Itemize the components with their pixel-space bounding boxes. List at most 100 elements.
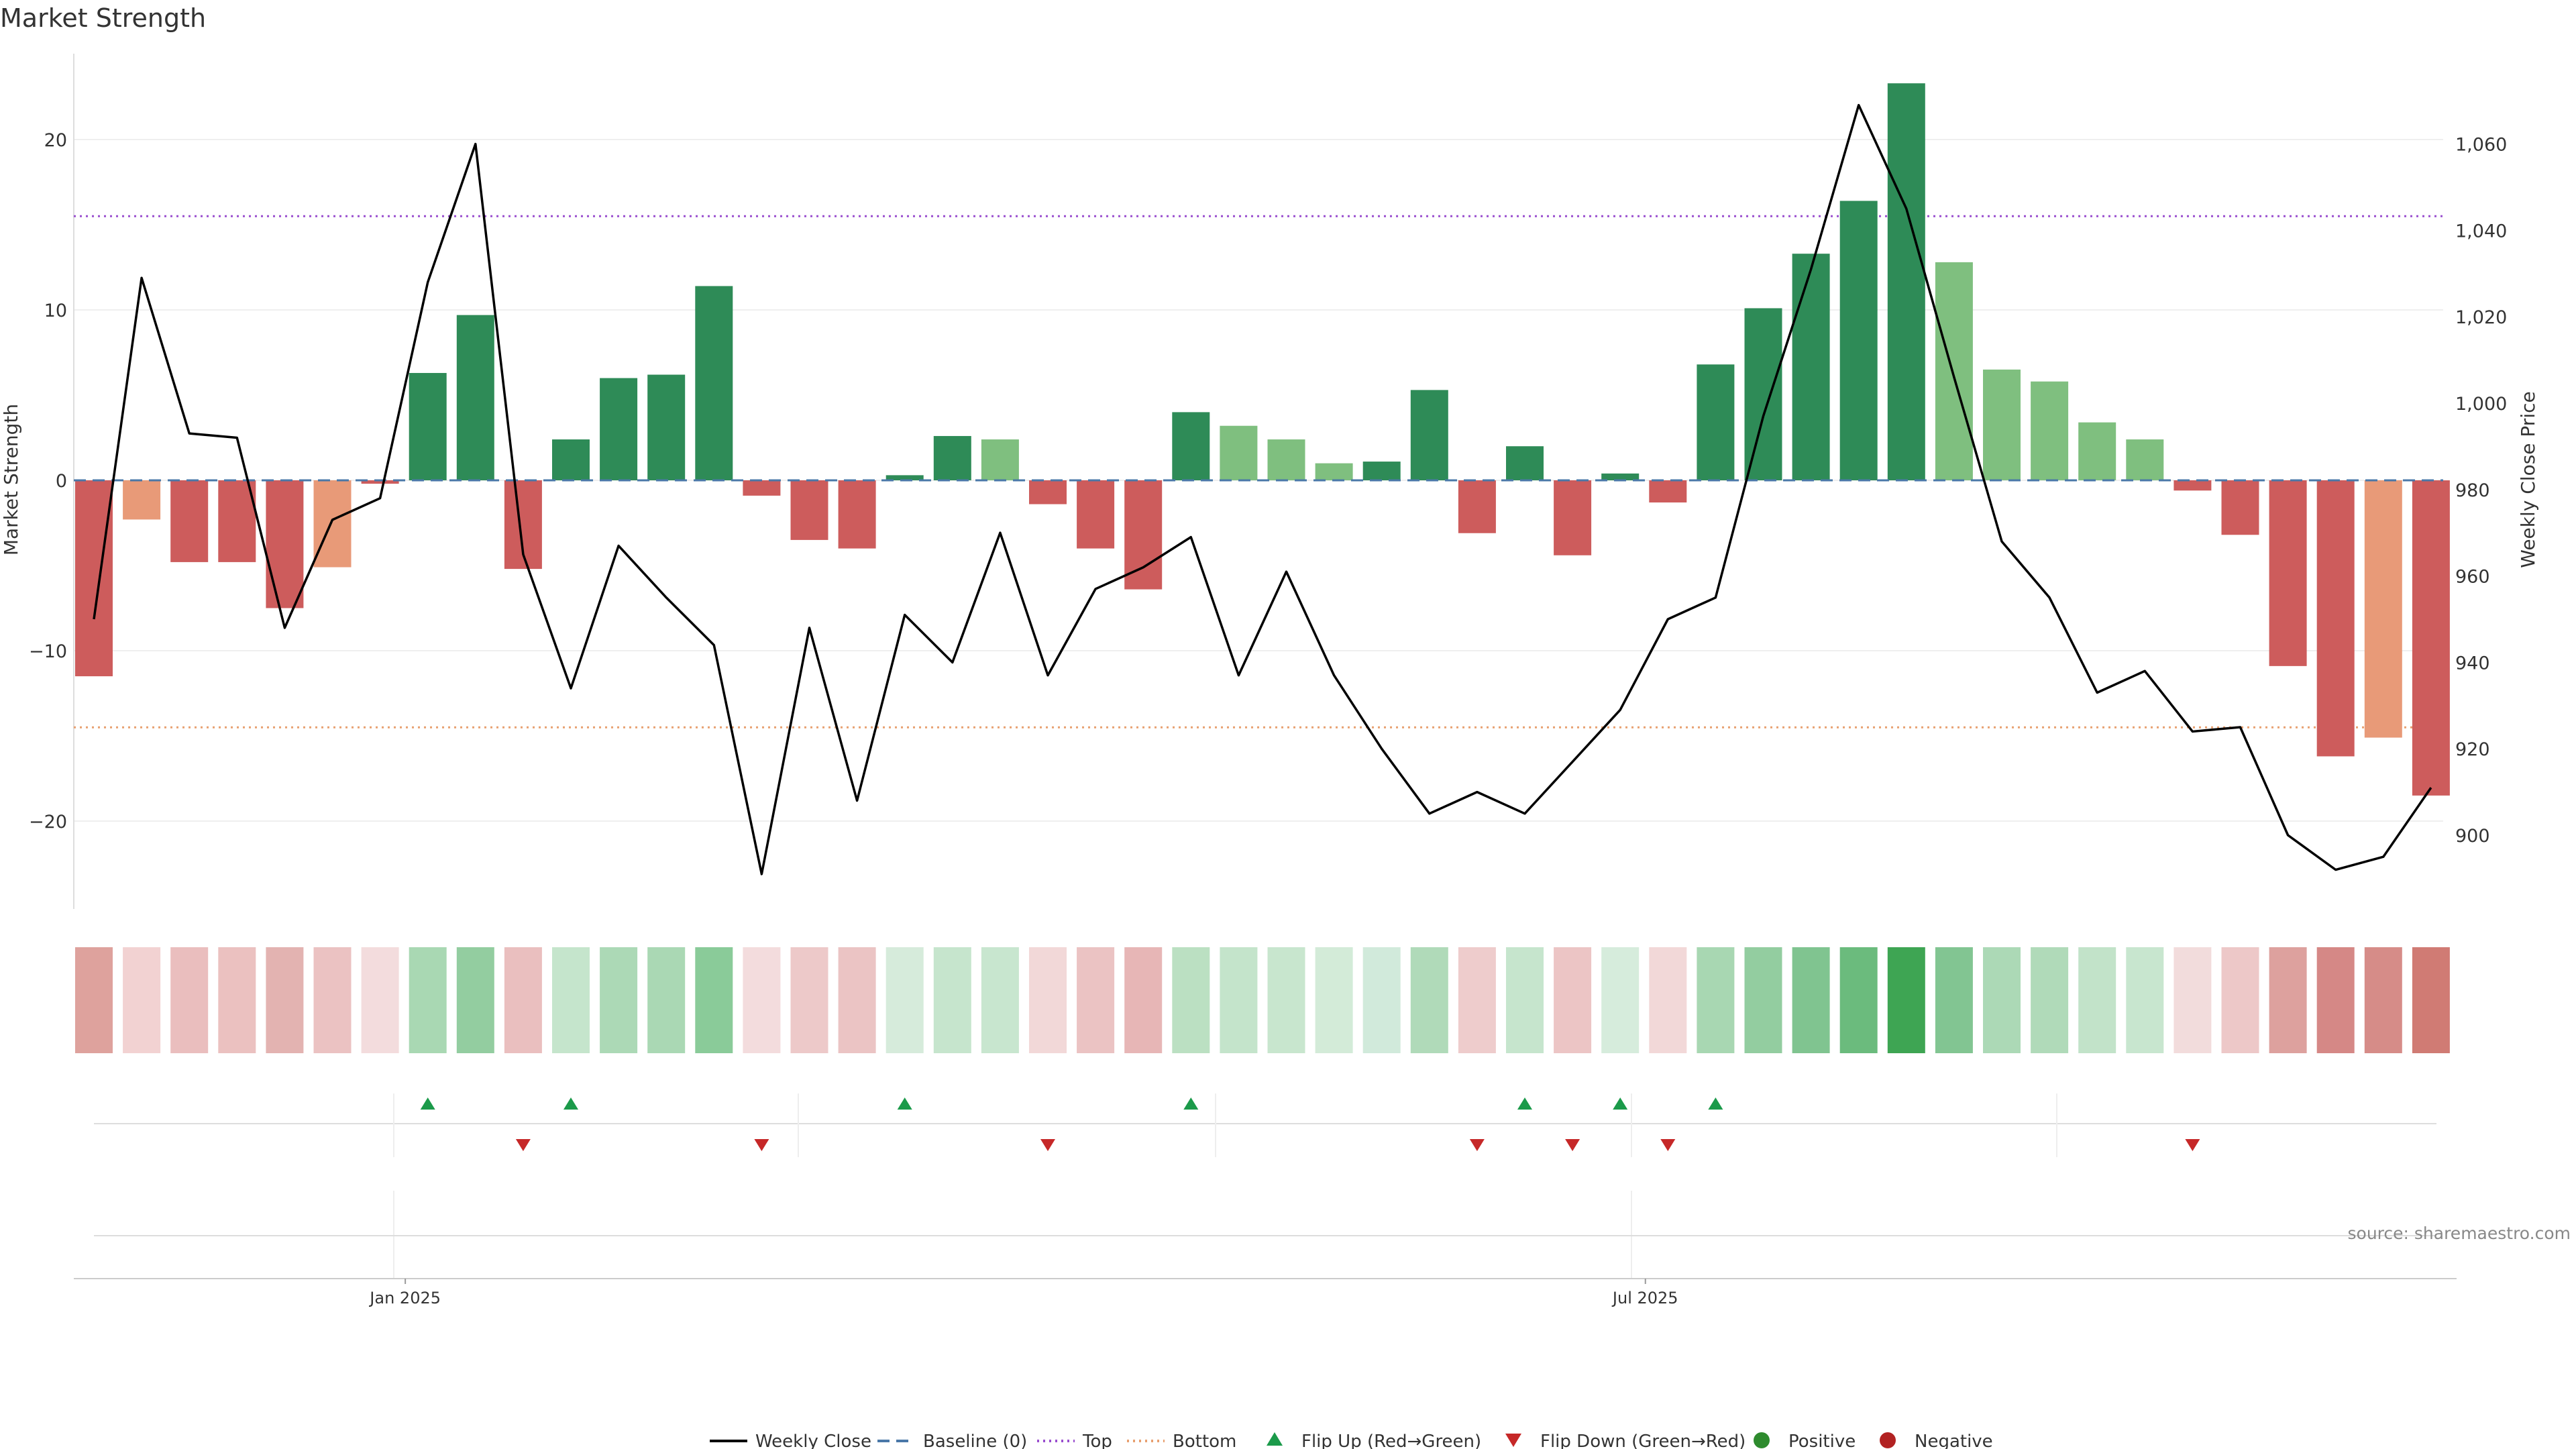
x-tick-label: Jan 2025 — [368, 1289, 441, 1307]
strength-bar — [1983, 369, 2021, 480]
heat-cell — [2269, 947, 2307, 1053]
strength-bar — [790, 480, 828, 540]
heat-cell — [1220, 947, 1258, 1053]
heat-cell — [1315, 947, 1353, 1053]
heat-cell — [1458, 947, 1496, 1053]
legend-item: Bottom — [1127, 1432, 1236, 1449]
heat-cell — [790, 947, 828, 1053]
heat-cell — [1506, 947, 1544, 1053]
legend-label: Flip Down (Green→Red) — [1540, 1432, 1746, 1449]
strength-bar — [1458, 480, 1496, 533]
y-right-tick-label: 940 — [2455, 653, 2490, 674]
strength-bar — [933, 435, 971, 480]
strength-bar — [695, 286, 733, 480]
strength-bar — [1267, 439, 1305, 480]
legend-label: Positive — [1788, 1432, 1856, 1449]
y-tick-label: 0 — [56, 471, 67, 492]
strength-bar — [647, 374, 686, 480]
flip-down-marker — [1565, 1139, 1580, 1151]
strength-bar — [2269, 480, 2307, 666]
left-axis-ticks: 20 10 0 −10 −20 — [29, 130, 67, 833]
y-right-tick-label: 960 — [2455, 567, 2490, 588]
heat-cell — [2174, 947, 2212, 1053]
strength-bar — [600, 378, 638, 480]
strength-bar — [1029, 480, 1067, 504]
heat-cell — [361, 947, 399, 1053]
flip-up-marker — [564, 1097, 578, 1110]
y-tick-label: −10 — [29, 641, 67, 662]
source-note: source: sharemaestro.com — [2348, 1224, 2571, 1243]
heat-cell — [647, 947, 686, 1053]
strength-bar — [838, 480, 876, 549]
strength-bar — [2078, 422, 2116, 480]
flip-up-marker — [897, 1097, 912, 1110]
heat-cell — [885, 947, 924, 1053]
left-axis-label: Market Strength — [0, 404, 22, 555]
y-right-tick-label: 1,020 — [2455, 307, 2507, 328]
strength-bar — [1410, 390, 1448, 480]
heat-cell — [456, 947, 494, 1053]
heat-strip — [75, 947, 2450, 1053]
heat-cell — [1792, 947, 1830, 1053]
heat-cell — [266, 947, 304, 1053]
flip-up-marker — [1183, 1097, 1199, 1110]
heat-cell — [1077, 947, 1115, 1053]
heat-cell — [600, 947, 638, 1053]
strength-bar — [2031, 381, 2069, 480]
strength-bar — [1315, 463, 1353, 480]
legend: Weekly Close Baseline (0) Top Bottom Flip Up… — [710, 1432, 1993, 1449]
strength-bar — [170, 480, 209, 562]
strength-bar — [885, 475, 924, 480]
strength-bar — [1839, 201, 1878, 480]
heat-cell — [123, 947, 161, 1053]
heat-cell — [2031, 947, 2069, 1053]
heat-cell — [313, 947, 352, 1053]
strength-bar — [313, 480, 352, 568]
heat-cell — [2078, 947, 2116, 1053]
legend-label: Baseline (0) — [923, 1432, 1027, 1449]
flip-down-marker — [754, 1139, 769, 1151]
heat-cell — [75, 947, 113, 1053]
heat-cell — [1601, 947, 1640, 1053]
strength-bar — [361, 480, 399, 484]
heat-cell — [2412, 947, 2450, 1053]
strength-bar — [1172, 412, 1210, 480]
strength-bar — [2221, 480, 2259, 535]
heat-cell — [1744, 947, 1782, 1053]
legend-swatch — [1754, 1432, 1770, 1448]
heat-cell — [1362, 947, 1401, 1053]
strength-bar — [1601, 473, 1640, 480]
heat-cell — [933, 947, 971, 1053]
strength-bar — [743, 480, 781, 496]
heat-cell — [1839, 947, 1878, 1053]
strength-bar — [1697, 364, 1735, 480]
legend-item: Weekly Close — [710, 1432, 871, 1449]
chart-title: Market Strength — [0, 3, 206, 33]
flip-down-marker — [2185, 1139, 2200, 1151]
flip-up-marker — [420, 1097, 435, 1110]
y-right-tick-label: 920 — [2455, 739, 2490, 760]
heat-cell — [1267, 947, 1305, 1053]
y-right-tick-label: 1,040 — [2455, 221, 2507, 241]
heat-cell — [1029, 947, 1067, 1053]
y-right-tick-label: 900 — [2455, 826, 2490, 847]
strength-bar — [123, 480, 161, 520]
heat-cell — [1124, 947, 1163, 1053]
legend-label: Flip Up (Red→Green) — [1301, 1432, 1481, 1449]
heat-cell — [1983, 947, 2021, 1053]
strength-bar — [1744, 308, 1782, 480]
flip-down-marker — [1469, 1139, 1485, 1151]
heat-cell — [218, 947, 256, 1053]
right-axis-ticks: 1,060 1,040 1,020 1,000 980 960 940 920 900 — [2455, 135, 2507, 847]
weekly-close-series — [93, 103, 2432, 875]
y-tick-label: −20 — [29, 812, 67, 833]
strength-bar — [1554, 480, 1592, 555]
legend-item: Baseline (0) — [877, 1432, 1027, 1449]
heat-cell — [552, 947, 590, 1053]
strength-bar — [2364, 480, 2402, 738]
legend-label: Weekly Close — [755, 1432, 871, 1449]
strength-bar — [1220, 425, 1258, 480]
strength-bar — [2174, 480, 2212, 491]
y-right-tick-label: 1,000 — [2455, 394, 2507, 415]
